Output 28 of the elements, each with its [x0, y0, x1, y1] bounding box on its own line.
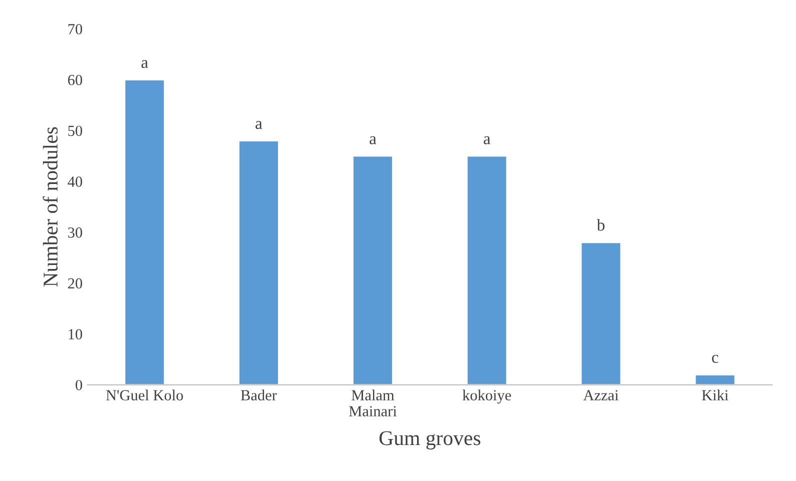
bar — [466, 155, 508, 385]
y-tick-label: 70 — [68, 24, 82, 34]
x-tick-label: Bader — [240, 390, 277, 400]
y-tick-label: 40 — [68, 176, 82, 187]
y-tick-label: 50 — [68, 126, 82, 136]
bar — [124, 79, 166, 385]
y-tick-label: 20 — [68, 278, 82, 289]
annotation: a — [256, 121, 262, 130]
x-tick-label: Kiki — [702, 390, 728, 400]
annotation: a — [141, 60, 148, 68]
x-tick-label: Azzai — [583, 390, 618, 400]
x-tick-label: N'Guel Kolo — [106, 390, 183, 400]
annotation: a — [484, 136, 490, 144]
y-tick-label: 30 — [68, 227, 82, 238]
bar — [238, 140, 280, 385]
y-tick-label: 60 — [68, 74, 82, 86]
y-axis-title: Number of nodules — [42, 127, 58, 287]
annotation: b — [596, 218, 605, 231]
annotation: c — [712, 354, 718, 363]
annotation: a — [370, 136, 376, 144]
x-tick-label: Malam Mainari — [349, 390, 397, 416]
x-axis-title: Gum groves — [379, 431, 480, 450]
bar — [352, 155, 394, 385]
bar — [694, 374, 736, 385]
y-tick-label: 10 — [68, 329, 82, 340]
bar — [580, 242, 622, 385]
x-tick-label: kokoiye — [462, 390, 511, 404]
y-tick-label: 0 — [76, 380, 82, 390]
